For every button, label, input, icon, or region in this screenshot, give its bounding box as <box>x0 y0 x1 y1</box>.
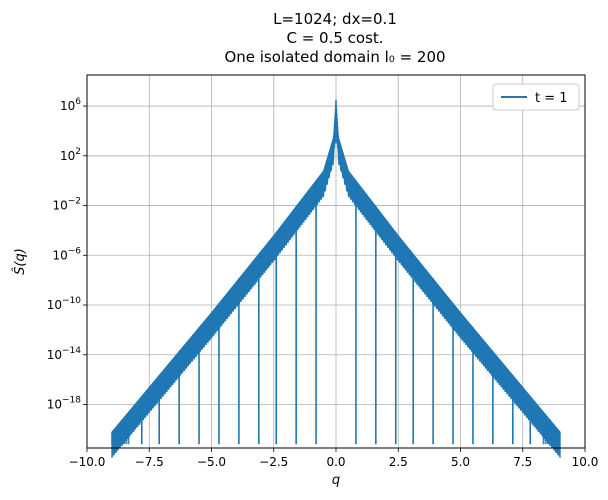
y-tick-base: 10 <box>47 348 62 362</box>
y-tick-label: 102 <box>60 147 81 163</box>
y-tick-exponent: −18 <box>62 395 81 405</box>
x-tick-label: 10.0 <box>572 455 599 469</box>
legend-box <box>492 83 580 111</box>
y-tick-base: 10 <box>47 298 62 312</box>
x-tick-label: 5.0 <box>451 455 470 469</box>
title-line-2: C = 0.5 cost. <box>286 29 383 47</box>
y-tick-base: 10 <box>60 149 75 163</box>
y-tick-base: 10 <box>60 99 75 113</box>
y-tick-label: 10−2 <box>52 197 81 213</box>
y-tick-label: 10−14 <box>47 346 82 362</box>
grid <box>86 75 586 448</box>
x-tick-label: −5.0 <box>197 455 226 469</box>
x-tick-label: −10.0 <box>69 455 106 469</box>
y-tick-base: 10 <box>47 397 62 411</box>
x-tick-label: 7.5 <box>513 455 532 469</box>
x-axis-label: q <box>332 473 340 488</box>
title-line-3: One isolated domain l₀ = 200 <box>224 48 445 66</box>
y-axis-label: Ŝ(q) <box>12 248 28 275</box>
title-line-1: L=1024; dx=0.1 <box>273 10 397 28</box>
legend: t = 1 <box>492 83 580 111</box>
y-tick-label: 10−10 <box>47 296 82 312</box>
y-tick-exponent: 2 <box>75 147 81 157</box>
x-axis: −10.0 −7.5 −5.0 −2.5 0.0 2.5 5.0 7.5 10.0 <box>69 448 599 469</box>
x-tick-label: −2.5 <box>259 455 288 469</box>
x-tick-label: 2.5 <box>389 455 408 469</box>
y-tick-exponent: −10 <box>62 296 81 306</box>
y-tick-exponent: −2 <box>68 197 81 207</box>
y-tick-base: 10 <box>52 199 67 213</box>
y-tick-label: 10−18 <box>47 395 82 411</box>
x-tick-label: −7.5 <box>135 455 164 469</box>
y-tick-exponent: −6 <box>68 246 82 256</box>
chart-title: L=1024; dx=0.1 C = 0.5 cost. One isolate… <box>224 10 445 66</box>
y-tick-base: 10 <box>52 248 67 262</box>
x-tick-label: 0.0 <box>326 455 345 469</box>
y-tick-exponent: 6 <box>75 97 81 107</box>
y-tick-label: 10−6 <box>52 246 81 262</box>
y-tick-exponent: −14 <box>62 346 81 356</box>
legend-label: t = 1 <box>535 91 568 106</box>
plot-area <box>111 99 561 458</box>
y-tick-label: 106 <box>60 97 81 113</box>
